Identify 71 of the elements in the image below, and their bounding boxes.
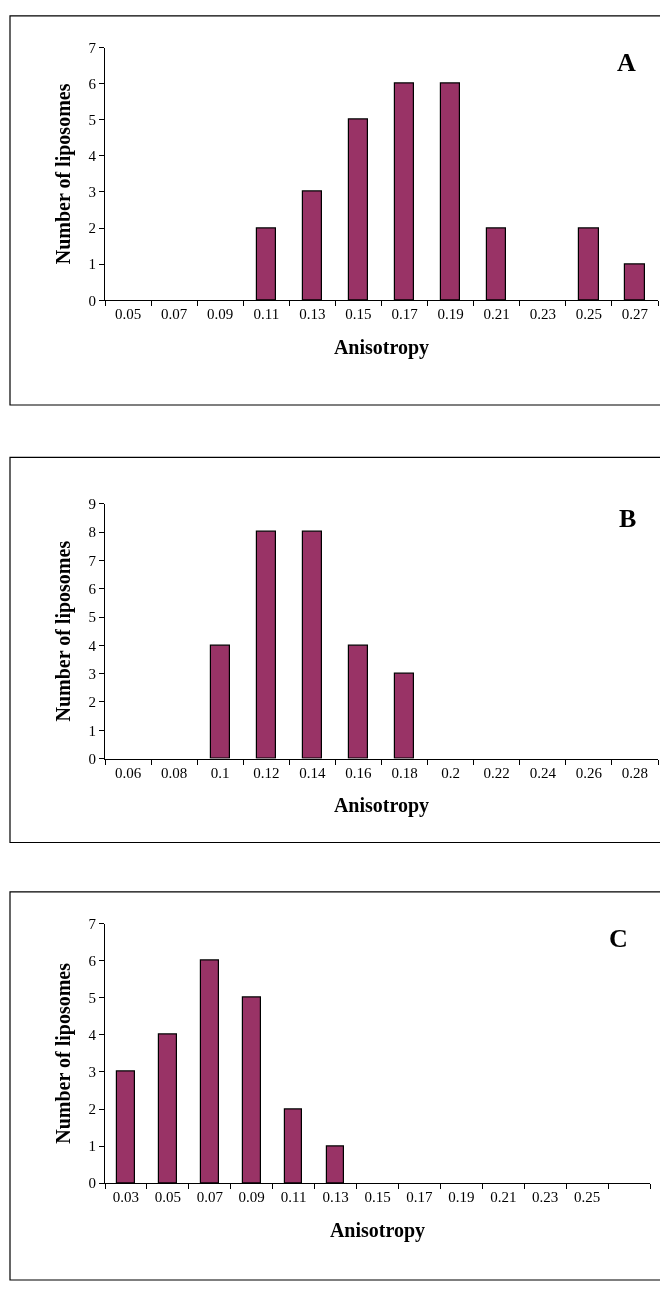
x-tick-label: 0.09 xyxy=(238,1189,265,1206)
x-tick-label: 0.17 xyxy=(391,306,419,323)
y-tick-label: 4 xyxy=(88,148,97,165)
x-axis-title: Anisotropy xyxy=(329,1218,426,1242)
y-tick-label: 7 xyxy=(88,552,97,569)
x-tick-label: 0.03 xyxy=(112,1189,140,1206)
x-tick-label: 0.05 xyxy=(154,1189,182,1206)
x-tick-label: 0.23 xyxy=(532,1189,559,1206)
x-tick-label: 0.25 xyxy=(575,306,603,323)
y-axis-title: Number of liposomes xyxy=(52,540,75,722)
x-tick-label: 0.18 xyxy=(391,764,418,781)
x-tick-label: 0.26 xyxy=(575,764,603,781)
y-tick-label: 5 xyxy=(88,111,96,128)
x-tick-label: 0.19 xyxy=(448,1189,475,1206)
x-tick-label: 0.12 xyxy=(253,764,280,781)
x-tick-label: 0.1 xyxy=(210,764,230,781)
x-tick-label: 0.11 xyxy=(280,1189,307,1206)
y-tick-label: 1 xyxy=(88,722,96,739)
x-tick-label: 0.05 xyxy=(114,306,142,323)
x-tick-label: 0.27 xyxy=(621,306,649,323)
x-tick-label: 0.19 xyxy=(437,306,464,323)
y-tick-label: 6 xyxy=(88,952,97,969)
x-tick-label: 0.24 xyxy=(529,764,557,781)
annotation: B xyxy=(619,504,637,533)
x-tick-label: 0.15 xyxy=(345,306,372,323)
x-tick-label: 0.14 xyxy=(299,764,327,781)
x-tick-label: 0.23 xyxy=(529,306,556,323)
x-tick-label: 0.17 xyxy=(406,1189,434,1206)
x-tick-label: 0.22 xyxy=(483,764,510,781)
x-tick-label: 0.07 xyxy=(161,306,188,323)
y-tick-label: 4 xyxy=(88,637,97,654)
x-tick-label: 0.08 xyxy=(161,764,188,781)
x-tick-label: 0.13 xyxy=(299,306,326,323)
y-tick-label: 6 xyxy=(88,75,97,92)
annotation: A xyxy=(617,48,636,77)
y-tick-label: 3 xyxy=(88,665,96,682)
y-axis-title: Number of liposomes xyxy=(52,962,75,1144)
y-tick-label: 0 xyxy=(88,292,96,309)
y-tick-label: 5 xyxy=(88,989,96,1006)
y-tick-label: 3 xyxy=(88,1064,96,1081)
x-tick-label: 0.21 xyxy=(490,1189,517,1206)
x-tick-label: 0.15 xyxy=(364,1189,391,1206)
y-tick-label: 7 xyxy=(88,915,97,932)
y-tick-label: 0 xyxy=(88,750,96,767)
x-axis-title: Anisotropy xyxy=(333,335,430,359)
y-tick-label: 3 xyxy=(88,184,96,201)
y-tick-label: 1 xyxy=(88,256,96,273)
x-tick-label: 0.06 xyxy=(114,764,142,781)
y-tick-label: 5 xyxy=(88,609,96,626)
y-tick-label: 4 xyxy=(88,1027,97,1044)
x-tick-label: 0.11 xyxy=(253,306,280,323)
x-tick-label: 0.28 xyxy=(621,764,649,781)
x-axis-title: Anisotropy xyxy=(333,794,430,818)
x-tick-label: 0.07 xyxy=(196,1189,224,1206)
y-tick-label: 0 xyxy=(88,1175,96,1192)
y-tick-label: 2 xyxy=(88,1101,96,1118)
x-tick-label: 0.13 xyxy=(322,1189,349,1206)
y-axis-title: Number of liposomes xyxy=(52,83,75,265)
x-tick-label: 0.21 xyxy=(483,306,510,323)
y-tick-label: 7 xyxy=(88,39,97,56)
x-tick-label: 0.25 xyxy=(573,1189,601,1206)
y-tick-label: 9 xyxy=(88,496,96,513)
y-tick-label: 2 xyxy=(88,220,96,237)
y-tick-label: 6 xyxy=(88,580,97,597)
x-tick-label: 0.09 xyxy=(207,306,234,323)
y-tick-label: 1 xyxy=(88,1138,96,1155)
x-tick-label: 0.16 xyxy=(345,764,373,781)
x-tick-label: 0.2 xyxy=(441,764,461,781)
y-tick-label: 2 xyxy=(88,694,96,711)
annotation: C xyxy=(609,924,628,953)
y-tick-label: 8 xyxy=(88,524,96,541)
